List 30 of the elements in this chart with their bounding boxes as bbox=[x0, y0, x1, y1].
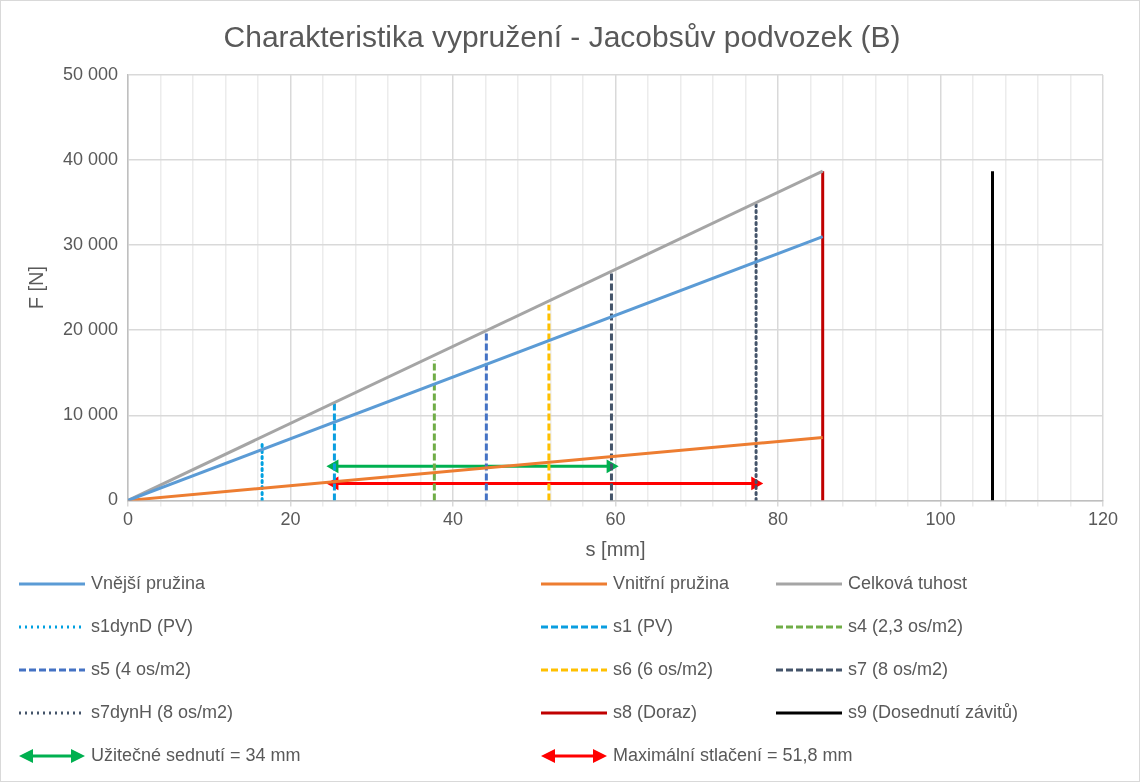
legend-label: Užitečné sednutí = 34 mm bbox=[91, 745, 301, 766]
legend-label: Vnější pružina bbox=[91, 573, 206, 594]
x-tick-label: 40 bbox=[443, 509, 464, 530]
legend-label: Vnitřní pružina bbox=[613, 573, 730, 594]
legend-label: s5 (4 os/m2) bbox=[91, 659, 192, 680]
legend-label: s1 (PV) bbox=[613, 616, 674, 637]
legend-label: s4 (2,3 os/m2) bbox=[848, 616, 964, 637]
x-tick-label: 0 bbox=[123, 509, 134, 530]
legend-label: s1dynD (PV) bbox=[91, 616, 194, 637]
legend-label: s6 (6 os/m2) bbox=[613, 659, 714, 680]
legend-label: s9 (Dosednutí závitů) bbox=[848, 702, 1019, 723]
x-tick-label: 60 bbox=[605, 509, 626, 530]
chart-title: Charakteristika vypružení - Jacobsův podvozek (B) bbox=[223, 20, 901, 54]
y-tick-label: 0 bbox=[108, 489, 119, 510]
legend-label: s8 (Doraz) bbox=[613, 702, 698, 723]
legend-label: s7dynH (8 os/m2) bbox=[91, 702, 234, 723]
x-tick-label: 100 bbox=[925, 509, 956, 530]
y-tick-label: 50 000 bbox=[62, 63, 119, 84]
y-axis-title: F [N] bbox=[24, 266, 47, 310]
legend-label: s7 (8 os/m2) bbox=[848, 659, 949, 680]
x-tick-label: 80 bbox=[768, 509, 789, 530]
y-tick-label: 20 000 bbox=[62, 319, 119, 340]
x-tick-label: 120 bbox=[1087, 509, 1119, 530]
y-tick-label: 10 000 bbox=[62, 404, 119, 425]
y-tick-label: 40 000 bbox=[62, 149, 119, 170]
legend-label: Maximální stlačení = 51,8 mm bbox=[613, 745, 853, 766]
x-axis-title: s [mm] bbox=[585, 537, 646, 560]
x-tick-label: 20 bbox=[280, 509, 301, 530]
legend-label: Celková tuhost bbox=[848, 573, 968, 594]
y-tick-label: 30 000 bbox=[62, 234, 119, 255]
